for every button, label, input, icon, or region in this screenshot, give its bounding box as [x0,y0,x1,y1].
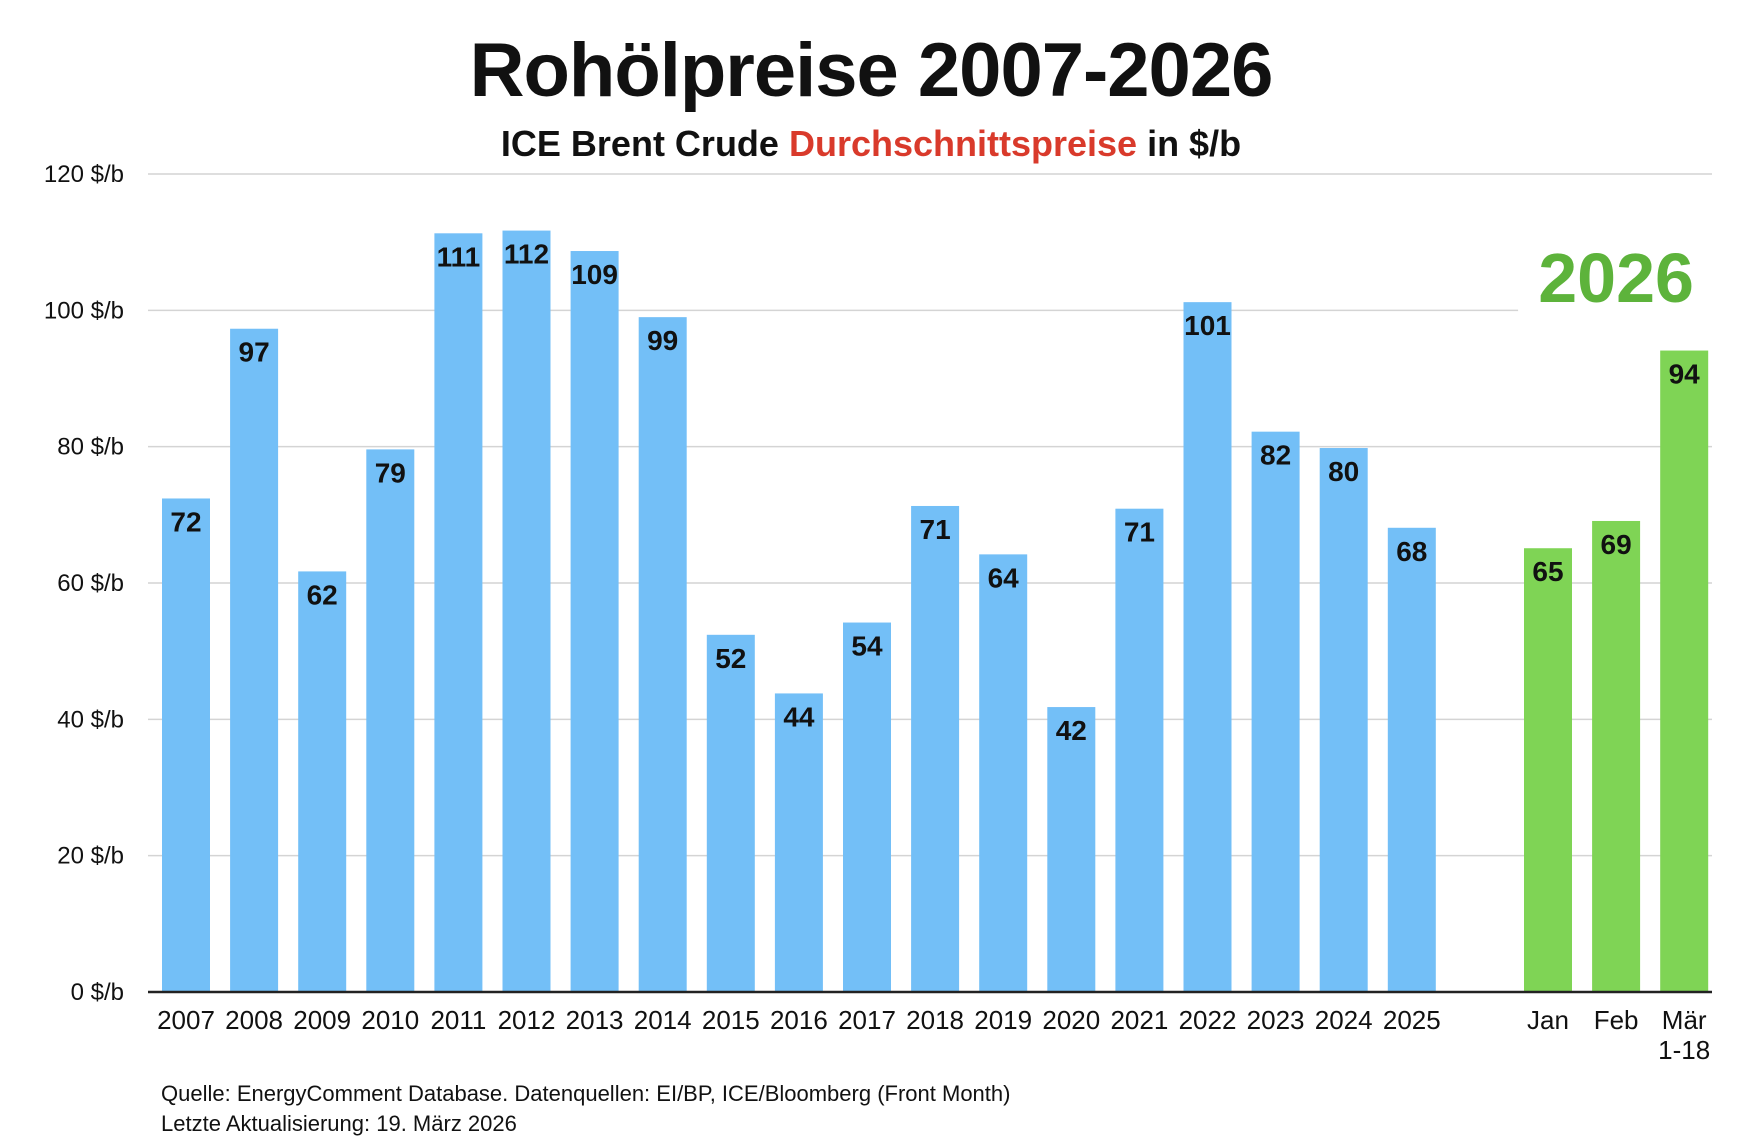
x-tick-label: 2023 [1247,1005,1305,1035]
bar-value-label: 64 [988,562,1020,593]
bar [502,230,551,992]
bar-value-label: 42 [1056,715,1087,746]
footer-updated: Letzte Aktualisierung: 19. März 2026 [161,1111,517,1136]
bar-value-label: 44 [783,701,815,732]
x-tick-label: 2007 [157,1005,215,1035]
bar [774,693,823,992]
bar-value-label: 94 [1669,359,1701,390]
chart-subtitle: ICE Brent Crude Durchschnittspreise in $… [0,122,1742,166]
x-tick-label: 2024 [1315,1005,1373,1035]
x-tick-label: 2019 [974,1005,1032,1035]
x-tick-label: 2025 [1383,1005,1441,1035]
bar [1251,431,1300,992]
bar-value-label: 80 [1328,456,1359,487]
bar [1319,448,1368,992]
y-tick-label: 20 $/b [57,843,124,870]
bar [638,317,687,992]
x-tick-label: 2020 [1042,1005,1100,1035]
group-label-backdrop [1518,238,1715,312]
bar-value-label: 79 [375,457,406,488]
chart-title: Rohölpreise 2007-2026 [469,28,1274,113]
bar-value-label: 101 [1184,310,1231,341]
bar-value-label: 112 [504,239,549,270]
bar [298,571,347,992]
bar-value-label: 71 [1124,517,1155,548]
x-tick-label: 2018 [906,1005,964,1035]
bar [1183,302,1232,992]
x-tick-label: 2008 [225,1005,283,1035]
y-tick-label: 80 $/b [57,434,124,461]
y-tick-label: 120 $/b [44,161,124,188]
bar [1524,548,1572,992]
bar-value-label: 82 [1260,440,1291,471]
x-tick-label: 2021 [1110,1005,1168,1035]
x-tick-label: 2017 [838,1005,896,1035]
x-tick-label: 2015 [702,1005,760,1035]
x-tick-label: 2011 [430,1005,486,1035]
bar-value-label: 54 [851,631,883,662]
bar-value-label: 69 [1601,529,1632,560]
bar [434,233,483,992]
bar [1387,527,1436,992]
bar [570,251,619,993]
x-tick-label: 2009 [293,1005,351,1035]
bar-value-label: 109 [571,259,618,290]
bar [366,449,415,993]
x-tick-label: 2014 [634,1005,692,1035]
y-tick-label: 0 $/b [71,979,124,1006]
y-tick-label: 60 $/b [57,570,124,597]
bar-value-label: 65 [1532,556,1563,587]
y-tick-label: 100 $/b [44,297,124,324]
x-tick-label: 2016 [770,1005,828,1035]
bar-value-label: 97 [239,337,270,368]
bar [1660,350,1709,993]
bar-value-label: 52 [715,643,746,674]
subtitle-part1: ICE Brent Crude [500,123,789,164]
bar-value-label: 99 [647,325,678,356]
x-tick-label: 2013 [566,1005,624,1035]
footer-source: Quelle: EnergyComment Database. Datenque… [161,1081,1011,1106]
bar [843,622,891,992]
bar [1115,508,1164,992]
x-tick-label: Feb [1594,1005,1639,1035]
x-tick-label: 2010 [361,1005,419,1035]
bar [979,554,1028,992]
bar [230,328,279,992]
bar [162,498,210,992]
bar [1047,707,1096,992]
y-tick-label: 40 $/b [57,706,124,733]
bar [1592,520,1641,992]
subtitle-part2: in $/b [1137,123,1242,164]
x-tick-label: Mär 1-18 [1658,1005,1710,1065]
bar-value-label: 72 [170,506,201,537]
x-tick-label: Jan [1527,1005,1569,1035]
group-label-2026: 2026 [1538,239,1694,317]
subtitle-highlight: Durchschnittspreise [788,123,1138,164]
bar [706,634,755,992]
bar-value-label: 62 [307,579,338,610]
bar [911,505,960,992]
bar-value-label: 71 [920,514,951,545]
bar-value-label: 68 [1396,536,1427,567]
bar-value-label: 111 [437,241,481,272]
x-tick-label: 2012 [498,1005,556,1035]
x-tick-label: 2022 [1179,1005,1237,1035]
